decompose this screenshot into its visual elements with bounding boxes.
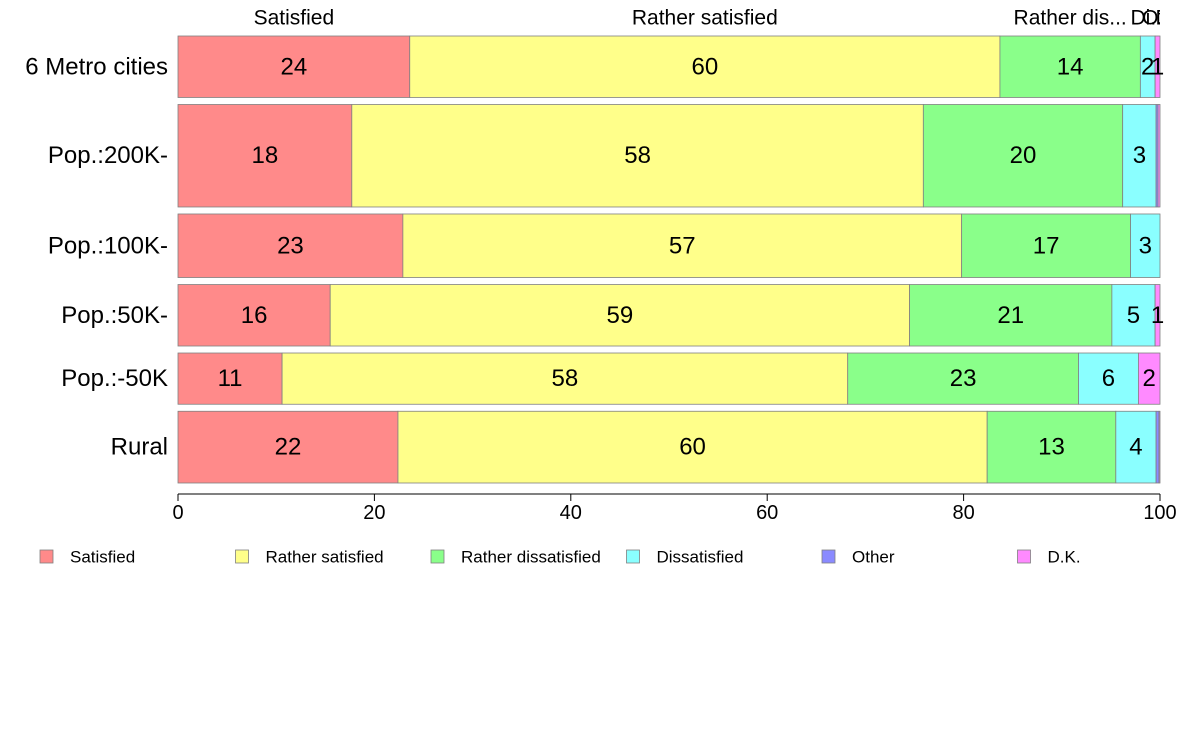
data-label: 18: [252, 142, 279, 169]
bar-segment-dissatisfied: [1111, 284, 1156, 347]
data-label: 14: [1057, 53, 1084, 80]
bar-segment-d-k: [1158, 410, 1161, 484]
data-label: 24: [281, 53, 308, 80]
bar-segment-rather-satisfied: [409, 35, 1001, 98]
bar-segment-other: [1155, 410, 1160, 484]
data-label: 20: [1010, 142, 1037, 169]
data-label: 57: [669, 232, 696, 259]
bar-row-pop-50k: 11 58 23 6 2 Pop.:-50K: [61, 352, 1161, 405]
bar-segment-rather-satisfied: [281, 352, 849, 405]
data-label: 21: [997, 302, 1024, 329]
legend-swatch: [235, 549, 249, 564]
legend-item-d-k: D.K.: [1017, 548, 1081, 567]
x-tick-label: 20: [363, 502, 385, 524]
bar-segment-rather-dissatisfied: [986, 410, 1117, 484]
legend-swatch: [1017, 549, 1031, 564]
bar-segment-rather-dissatisfied: [909, 284, 1113, 347]
column-header-labels: Satisfied Rather satisfied Rather dis... Di…: [254, 7, 1188, 30]
x-axis: 0 20 40 60 80 100: [172, 493, 1177, 524]
x-tick-label: 40: [560, 502, 582, 524]
data-label: 2: [1143, 365, 1156, 392]
column-header-label: Ot...: [1142, 7, 1182, 30]
data-label: 59: [607, 302, 634, 329]
legend-swatch: [39, 549, 54, 564]
data-label: 17: [1033, 232, 1060, 259]
bar-row-pop-200k: 18 58 20 3 Pop.:200K-: [48, 104, 1161, 208]
category-label: 6 Metro cities: [25, 53, 168, 80]
column-header-label: Satisfied: [254, 7, 335, 30]
data-label: 11: [218, 365, 243, 392]
legend: Satisfied Rather satisfied Rather dissatis…: [39, 548, 1081, 567]
bar-segment-rather-satisfied: [329, 284, 910, 347]
bar-segment-dissatisfied: [1115, 410, 1157, 484]
data-label: 23: [950, 365, 977, 392]
bar-segment-rather-dissatisfied: [961, 213, 1131, 278]
data-label: 22: [275, 434, 302, 461]
bar-segment-rather-satisfied: [402, 213, 963, 278]
bar-row-6-metro-cities: 24 60 14 21 6 Metro cities: [25, 35, 1164, 98]
bar-segment-rather-dissatisfied: [922, 104, 1124, 208]
legend-item-satisfied: Satisfied: [39, 548, 135, 567]
data-label: 58: [624, 142, 651, 169]
bar-segment-satisfied: [177, 284, 331, 347]
legend-swatch: [626, 549, 640, 564]
x-tick-label: 0: [172, 502, 183, 524]
bar-segment-satisfied: [177, 213, 404, 278]
category-label: Pop.:200K-: [48, 142, 168, 169]
bar-segment-satisfied: [177, 352, 283, 405]
bar-segment-rather-satisfied: [397, 410, 988, 484]
column-header-label: Di...: [1131, 7, 1168, 30]
bar-segment-d-k: [1154, 284, 1161, 347]
data-label: 1: [1151, 53, 1164, 80]
data-label: 60: [691, 53, 718, 80]
legend-label: D.K.: [1048, 548, 1081, 567]
legend-swatch: [821, 549, 836, 564]
bar-segment-d-k: [1154, 35, 1161, 98]
category-label: Pop.:50K-: [61, 302, 168, 329]
legend-item-other: Other: [821, 548, 895, 567]
data-label: 2: [1141, 53, 1154, 80]
data-label: 6: [1102, 365, 1115, 392]
x-tick-label: 60: [756, 502, 778, 524]
bar-segment-satisfied: [177, 410, 399, 484]
bar-segment-d-k: [1138, 352, 1161, 405]
data-label: 3: [1139, 232, 1152, 259]
bar-segment-d-k: [1157, 104, 1161, 208]
category-label: Pop.:-50K: [61, 365, 168, 392]
category-label: Rural: [111, 434, 168, 461]
legend-item-dissatisfied: Dissatisfied: [626, 548, 744, 567]
legend-label: Other: [852, 548, 895, 567]
legend-item-rather-dissatisfied: Rather dissatisfied: [430, 548, 601, 567]
column-header-label: Rather satisfied: [632, 7, 778, 30]
legend-label: Satisfied: [70, 548, 135, 567]
column-header-label: Rather dis...: [1014, 7, 1127, 30]
data-label: 58: [552, 365, 579, 392]
legend-label: Dissatisfied: [657, 548, 744, 567]
data-label: 3: [1133, 142, 1146, 169]
category-label: Pop.:100K-: [48, 232, 168, 259]
x-tick-label: 100: [1143, 502, 1176, 524]
data-label: 1: [1151, 302, 1164, 329]
legend-item-rather-satisfied: Rather satisfied: [235, 548, 384, 567]
data-label: 4: [1129, 434, 1142, 461]
data-label: 16: [241, 302, 268, 329]
bar-row-rural: 22 60 13 4 Rural: [111, 410, 1161, 484]
legend-label: Rather dissatisfied: [461, 548, 601, 567]
data-label: 5: [1127, 302, 1140, 329]
data-label: 60: [679, 434, 706, 461]
bar-row-pop-50k: 16 59 21 5 1 Pop.:50K-: [61, 284, 1164, 347]
bar-segment-dissatisfied: [1078, 352, 1139, 405]
data-label: 13: [1038, 434, 1065, 461]
bar-row-pop-100k: 23 57 17 3 Pop.:100K-: [48, 213, 1161, 278]
bar-segment-dissatisfied: [1130, 213, 1161, 278]
bar-segment-rather-dissatisfied: [847, 352, 1079, 405]
legend-swatch: [430, 549, 445, 564]
data-label: 23: [277, 232, 304, 259]
legend-label: Rather satisfied: [266, 548, 384, 567]
bar-segment-dissatisfied: [1122, 104, 1157, 208]
x-tick-label: 80: [952, 502, 974, 524]
column-header-label: D...: [1155, 7, 1188, 30]
